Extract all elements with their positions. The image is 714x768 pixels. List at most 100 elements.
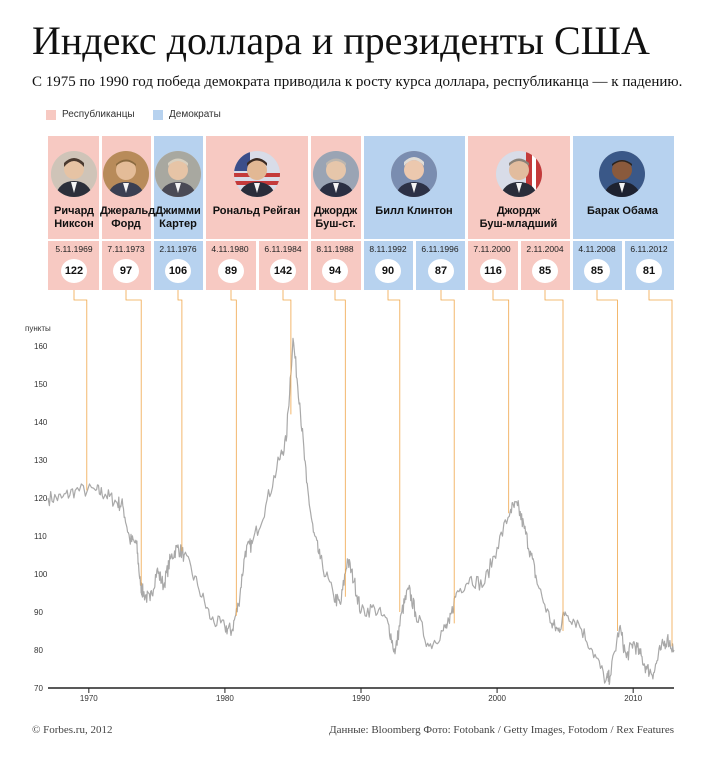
president-name-line: Джордж (313, 205, 358, 217)
election-connector-line (282, 290, 292, 415)
election-value-badge: 94 (322, 259, 348, 283)
y-axis-label: пункты (25, 324, 51, 333)
column-divider (570, 136, 573, 290)
election-connector-line (177, 290, 183, 552)
election-value-badge: 87 (428, 259, 454, 283)
election-date: 2.11.1976 (159, 244, 197, 254)
election-value-badge: 90 (375, 259, 401, 283)
election-connector-line (334, 290, 346, 597)
election-connector-line (492, 290, 510, 514)
column-divider (203, 136, 206, 290)
data-sources: Данные: Bloomberg Фото: Fotobank / Getty… (329, 724, 674, 736)
page-subtitle: С 1975 по 1990 год победа демократа прив… (32, 74, 683, 90)
legend-republicans: Республиканцы (46, 109, 135, 120)
y-tick-label: 110 (34, 532, 47, 541)
dollar-index-line (47, 337, 675, 685)
y-tick-label: 120 (34, 494, 48, 503)
y-tick-label: 90 (34, 608, 43, 617)
term-divider (413, 241, 416, 290)
y-tick-label: 70 (34, 684, 43, 693)
president-name-line: Форд (111, 218, 141, 230)
election-value-badge: 116 (480, 259, 506, 283)
election-value-badge: 97 (113, 259, 139, 283)
portrait-icon (155, 151, 201, 197)
column-divider (99, 136, 102, 290)
election-value-badge: 142 (270, 259, 296, 283)
legend-swatch-republicans (46, 109, 56, 120)
page-title: Индекс доллара и президенты США (32, 18, 650, 63)
x-tick-label: 2000 (488, 694, 506, 703)
x-tick-label: 2010 (624, 694, 642, 703)
x-tick-label: 1970 (80, 694, 98, 703)
election-date: 8.11.1992 (369, 244, 407, 254)
column-divider (361, 136, 364, 290)
portrait-icon (103, 151, 149, 197)
portrait-obama (599, 151, 645, 197)
election-value-badge: 89 (218, 259, 244, 283)
y-tick-label: 160 (34, 342, 48, 351)
x-tick-label: 1990 (352, 694, 370, 703)
election-date: 2.11.2004 (526, 244, 564, 254)
president-name-reagan: Рональд Рейган (204, 205, 309, 218)
copyright: © Forbes.ru, 2012 (32, 724, 113, 736)
term-divider (622, 241, 625, 290)
election-value-badge: 106 (165, 259, 191, 283)
election-connector-line (230, 290, 237, 616)
election-date: 6.11.1984 (264, 244, 302, 254)
president-name-line: Билл Клинтон (375, 205, 453, 217)
election-date: 7.11.1973 (107, 244, 145, 254)
president-name-line: Джимми (155, 205, 201, 217)
portrait-icon (313, 151, 359, 197)
column-divider (465, 136, 468, 290)
election-date: 4.11.1980 (211, 244, 249, 254)
portrait-bush-jr (496, 151, 542, 197)
column-divider (151, 136, 154, 290)
election-date: 6.11.1996 (421, 244, 459, 254)
election-value-badge: 122 (61, 259, 87, 283)
election-connector-line (73, 290, 88, 491)
portrait-icon (234, 151, 280, 197)
president-name-line: Буш-ст. (315, 218, 356, 230)
election-date: 4.11.2008 (578, 244, 616, 254)
election-connector-line (440, 290, 455, 624)
election-date: 5.11.1969 (55, 244, 93, 254)
portrait-icon (391, 151, 437, 197)
portrait-icon (599, 151, 645, 197)
president-name-nixon: Ричард Никсон (48, 205, 100, 231)
y-tick-label: 100 (34, 570, 48, 579)
portrait-clinton (391, 151, 437, 197)
term-divider (518, 241, 521, 290)
legend-label-democrats: Демократы (169, 109, 221, 120)
x-tick-label: 1980 (216, 694, 234, 703)
president-name-obama: Барак Обама (571, 205, 674, 218)
legend-swatch-democrats (153, 109, 163, 120)
portrait-icon (496, 151, 542, 197)
portrait-ford (103, 151, 149, 197)
president-name-bush-sr: Джордж Буш-ст. (309, 205, 362, 231)
legend-label-republicans: Республиканцы (62, 109, 135, 120)
election-date: 6.11.2012 (630, 244, 668, 254)
election-date: 8.11.1988 (316, 244, 354, 254)
row-divider (48, 239, 674, 241)
portrait-bush-sr (313, 151, 359, 197)
portrait-carter (155, 151, 201, 197)
y-tick-label: 130 (34, 456, 48, 465)
term-divider (256, 241, 259, 290)
column-divider (308, 136, 311, 290)
president-name-line: Рональд Рейган (212, 205, 301, 217)
y-tick-label: 140 (34, 418, 48, 427)
president-name-line: Джордж (496, 205, 541, 217)
election-value-badge: 81 (636, 259, 662, 283)
president-name-carter: Джимми Картер (152, 205, 204, 231)
election-connector-line (125, 290, 142, 586)
election-value-badge: 85 (584, 259, 610, 283)
president-name-line: Никсон (54, 218, 94, 230)
legend-democrats: Демократы (153, 109, 221, 120)
president-name-line: Буш-младший (479, 218, 558, 230)
portrait-icon (51, 151, 97, 197)
president-name-line: Картер (159, 218, 197, 230)
president-name-ford: Джеральд Форд (100, 205, 155, 231)
portrait-reagan (234, 151, 280, 197)
y-tick-label: 80 (34, 646, 43, 655)
